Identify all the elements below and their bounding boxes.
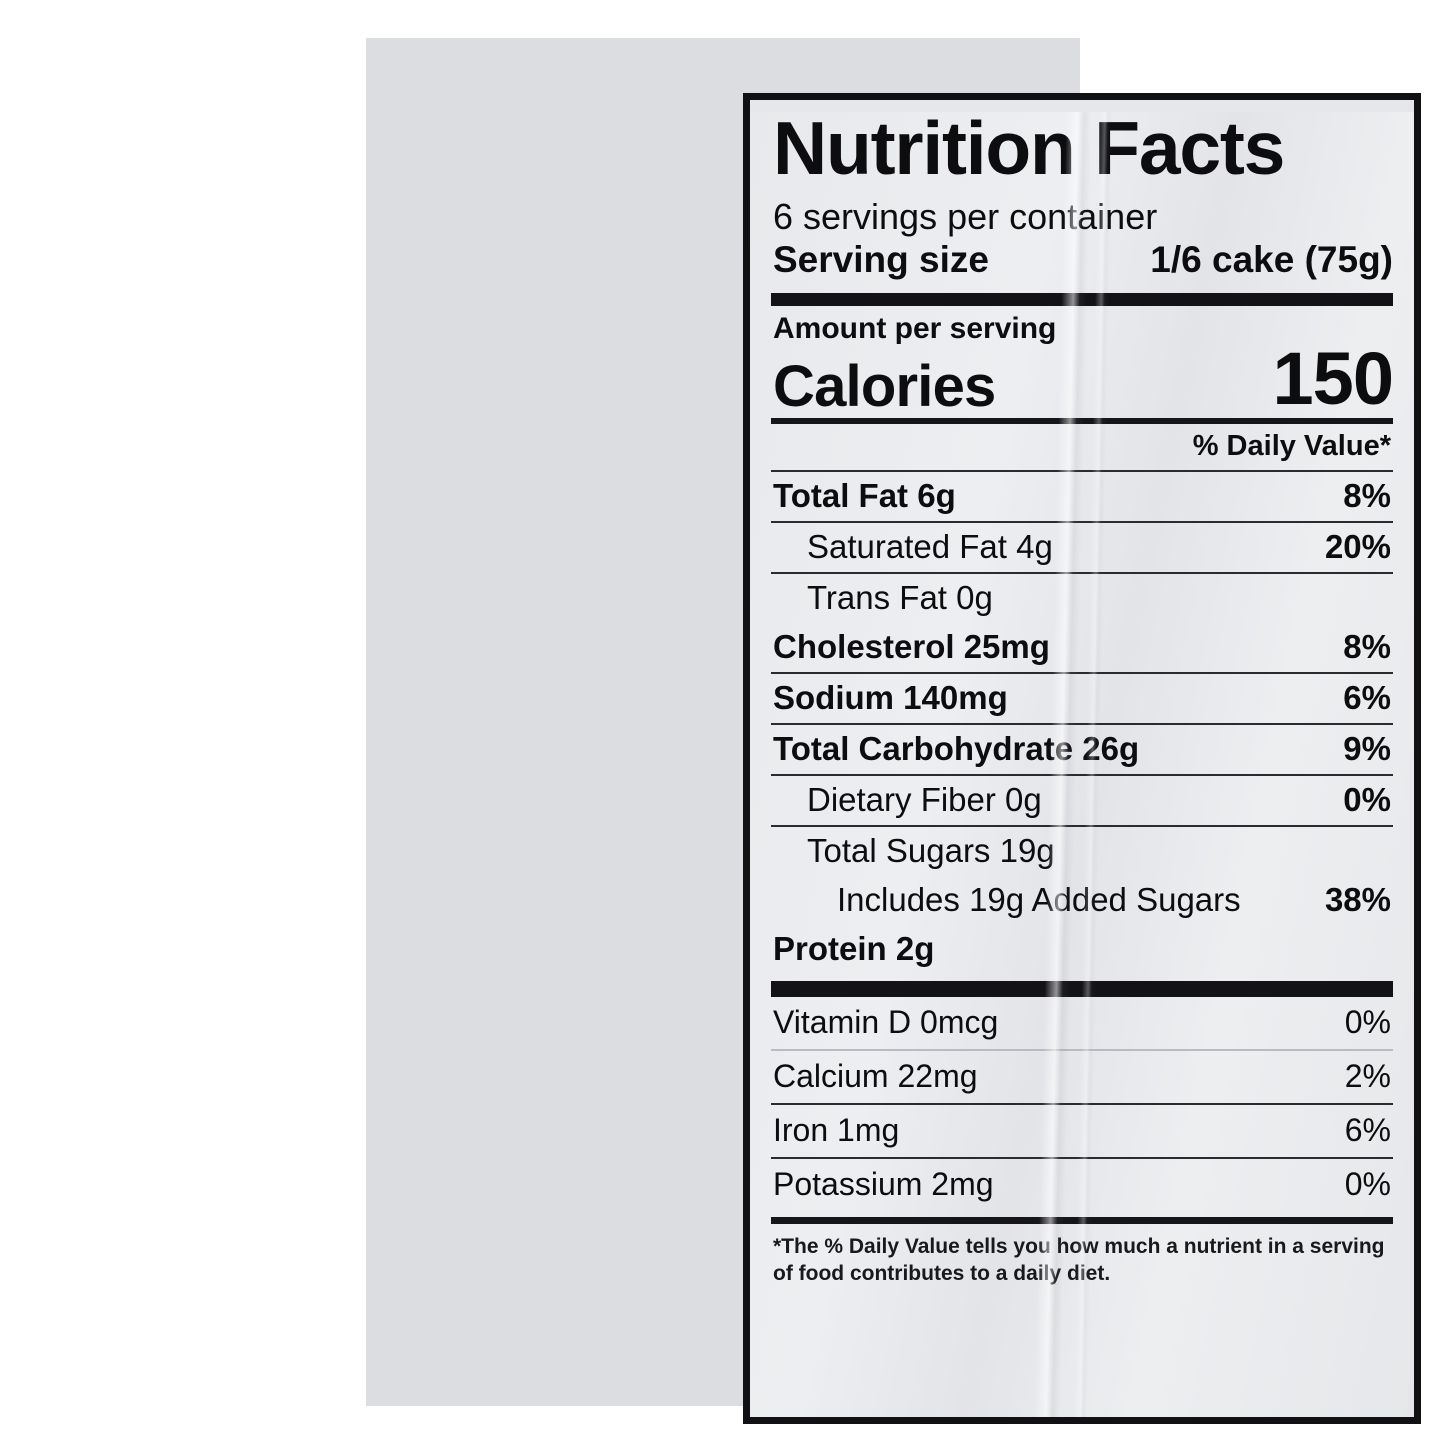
nutrient-name: Trans Fat 0g xyxy=(807,579,993,617)
page-title: Nutrition Facts xyxy=(773,106,1285,190)
nutrient-row-trans-fat: Trans Fat 0g xyxy=(771,574,1393,623)
divider-thick-vitamins xyxy=(771,981,1393,998)
nutrient-row-added-sugars: Includes 19g Added Sugars 38% xyxy=(771,876,1393,925)
nutrient-daily-value: 9% xyxy=(1343,730,1391,768)
vitamin-row-iron: Iron 1mg 6% xyxy=(771,1105,1393,1157)
serving-size-value: 1/6 cake (75g) xyxy=(1150,239,1393,281)
daily-value-footnote: *The % Daily Value tells you how much a … xyxy=(773,1235,1385,1286)
vitamin-row-vitamin-d: Vitamin D 0mcg 0% xyxy=(771,997,1393,1049)
nutrient-daily-value: 8% xyxy=(1343,628,1391,666)
nutrient-name: Saturated Fat 4g xyxy=(807,528,1053,566)
calories-value: 150 xyxy=(1272,337,1394,421)
nutrition-facts-panel: Nutrition Facts 6 servings per container… xyxy=(743,93,1421,1424)
vitamin-name: Vitamin D 0mcg xyxy=(773,1004,999,1041)
nutrient-name: Protein 2g xyxy=(773,930,935,968)
divider-above-footnote xyxy=(771,1217,1393,1225)
nutrient-daily-value: 6% xyxy=(1343,679,1391,717)
vitamin-row-potassium: Potassium 2mg 0% xyxy=(771,1159,1393,1211)
vitamin-daily-value: 0% xyxy=(1344,1166,1391,1203)
nutrient-daily-value: 8% xyxy=(1343,477,1391,515)
nutrient-row-sodium: Sodium 140mg 6% xyxy=(771,674,1393,723)
vitamin-row-calcium: Calcium 22mg 2% xyxy=(771,1051,1393,1103)
vitamin-name: Potassium 2mg xyxy=(773,1166,994,1203)
nutrient-row-dietary-fiber: Dietary Fiber 0g 0% xyxy=(771,776,1393,825)
nutrient-name: Total Carbohydrate 26g xyxy=(773,730,1140,768)
nutrient-name: Sodium 140mg xyxy=(773,679,1008,717)
serving-size-row: Serving size 1/6 cake (75g) xyxy=(773,239,1393,281)
calories-row: Calories 150 xyxy=(773,337,1394,421)
nutrient-name: Total Sugars 19g xyxy=(807,832,1055,870)
nutrient-name: Total Fat 6g xyxy=(773,477,956,515)
nutrient-row-saturated-fat: Saturated Fat 4g 20% xyxy=(771,523,1393,572)
daily-value-header: % Daily Value* xyxy=(1192,430,1391,463)
nutrient-row-total-sugars: Total Sugars 19g xyxy=(771,827,1393,876)
vitamin-daily-value: 2% xyxy=(1344,1058,1391,1095)
nutrition-facts-content: Nutrition Facts 6 servings per container… xyxy=(750,106,1414,1417)
divider-thick-top xyxy=(771,293,1393,307)
amount-per-serving-label: Amount per serving xyxy=(773,312,1057,346)
nutrient-name: Cholesterol 25mg xyxy=(773,628,1050,666)
nutrient-row-total-carbohydrate: Total Carbohydrate 26g 9% xyxy=(771,725,1393,774)
nutrient-row-protein: Protein 2g xyxy=(771,925,1393,974)
nutrient-daily-value: 20% xyxy=(1324,528,1391,566)
serving-size-label: Serving size xyxy=(773,239,989,281)
nutrient-daily-value: 38% xyxy=(1324,881,1391,919)
package-surface: Nutrition Facts 6 servings per container… xyxy=(366,38,1421,1424)
vitamin-name: Iron 1mg xyxy=(773,1112,900,1149)
nutrient-name: Dietary Fiber 0g xyxy=(807,781,1042,819)
servings-per-container: 6 servings per container xyxy=(773,195,1158,237)
nutrient-name: Includes 19g Added Sugars xyxy=(837,881,1241,919)
vitamin-daily-value: 0% xyxy=(1344,1004,1391,1041)
nutrient-row-cholesterol: Cholesterol 25mg 8% xyxy=(771,623,1393,672)
vitamin-daily-value: 6% xyxy=(1344,1112,1391,1149)
nutrient-daily-value: 0% xyxy=(1343,781,1391,819)
nutrient-row-total-fat: Total Fat 6g 8% xyxy=(771,472,1393,521)
calories-label: Calories xyxy=(773,353,996,419)
vitamin-name: Calcium 22mg xyxy=(773,1058,978,1095)
